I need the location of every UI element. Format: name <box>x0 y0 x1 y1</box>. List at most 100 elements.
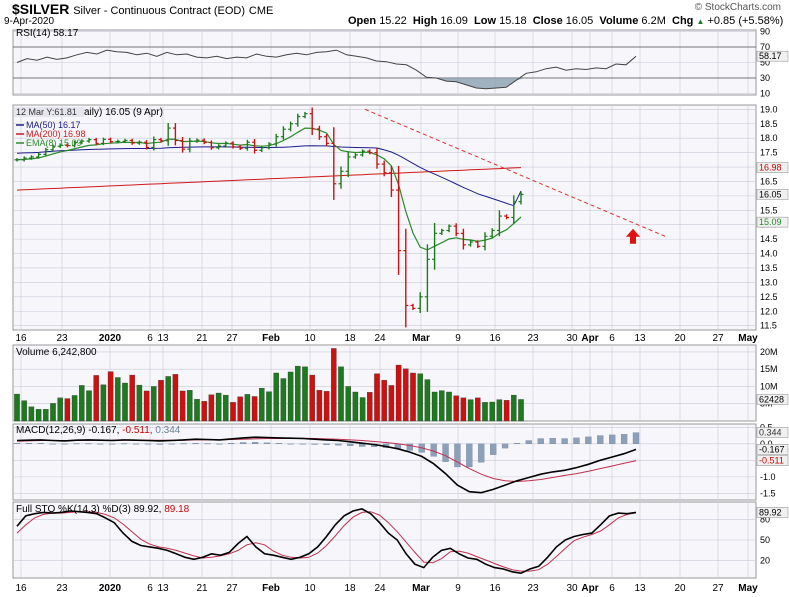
macd-histogram-bar <box>132 443 140 445</box>
price-ytick-label: 18.5 <box>760 119 778 129</box>
volume-bar <box>352 391 359 422</box>
volume-bar <box>14 393 20 422</box>
volume-last-value: 62428 <box>759 394 784 404</box>
macd-ytick-label: 0.0 <box>760 439 773 449</box>
volume-ytick-label: 10M <box>760 381 778 391</box>
bottom-xtick-label: 9 <box>455 583 461 594</box>
volume-bar <box>424 379 431 422</box>
macd-histogram-bar <box>609 434 616 444</box>
sto-last-value: 89.92 <box>759 507 782 517</box>
bottom-xtick-label: 13 <box>634 583 646 594</box>
price-ytick-label: 14.0 <box>760 249 778 259</box>
close-last-value: 16.05 <box>759 189 782 199</box>
price-xtick-label: 13 <box>634 333 646 344</box>
volume-bar <box>388 385 395 422</box>
close-last-value-box <box>756 189 789 200</box>
volume-bar <box>518 399 524 422</box>
macd-histogram-bar <box>525 440 533 444</box>
volume-bar <box>251 396 258 422</box>
volume-bar <box>295 365 301 422</box>
macd-histogram-bar <box>120 443 128 445</box>
volume-bar <box>403 368 409 422</box>
price-xtick-label: 18 <box>344 333 356 344</box>
price-xtick-label: Apr <box>581 333 598 344</box>
volume-bar <box>50 403 56 422</box>
bottom-xtick-label: 24 <box>374 583 386 594</box>
rsi-ytick-label: 50 <box>760 58 770 68</box>
volume-bar <box>79 385 85 422</box>
price-xtick-label: 24 <box>374 333 386 344</box>
volume-ytick-label: 15M <box>760 364 778 374</box>
ma200-line <box>16 167 522 191</box>
volume-bar <box>187 390 193 422</box>
price-title: aily) 16.05 (9 Apr) <box>84 107 163 118</box>
volume-bar <box>115 377 121 422</box>
price-ytick-label: 18.0 <box>760 133 778 143</box>
price-xtick-label: 2020 <box>99 333 122 344</box>
macd-histogram-bar <box>537 438 544 444</box>
macd-histogram-bar <box>192 443 199 444</box>
macd-histogram-bar <box>620 434 628 444</box>
volume-bar <box>201 401 207 422</box>
price-xtick-label: 20 <box>674 333 686 344</box>
macd-histogram-bar <box>478 443 485 463</box>
bottom-xtick-label: Apr <box>581 583 598 594</box>
price-ytick-label: 16.5 <box>760 176 778 186</box>
macd-signal-last-value-box <box>756 455 789 466</box>
bottom-xtick-label: 30 <box>566 583 578 594</box>
price-xtick-label: Mar <box>412 333 430 344</box>
volume-bar <box>374 373 380 422</box>
ohlc-summary: Open 15.22 High 16.09 Low 15.18 Close 16… <box>348 15 784 27</box>
macd-histogram-bar <box>490 443 497 455</box>
volume-bar <box>165 376 171 422</box>
bottom-xtick-label: 27 <box>226 583 238 594</box>
volume-bar <box>431 391 438 422</box>
volume-bar <box>122 382 128 422</box>
open-value: 15.22 <box>379 15 407 27</box>
bottom-xtick-label: 6 <box>147 583 153 594</box>
price-xtick-label: 6 <box>147 333 153 344</box>
macd-hist-last-value: 0.344 <box>759 427 782 437</box>
volume-bar <box>489 401 495 422</box>
macd-histogram-bar <box>204 443 211 445</box>
volume-bar <box>273 372 279 422</box>
ma200-last-value-box <box>756 162 789 173</box>
volume-bar <box>475 397 481 422</box>
rsi-ytick-label: 70 <box>760 42 770 52</box>
macd-ytick-label: -1.0 <box>760 472 776 482</box>
price-trendline <box>364 108 666 237</box>
price-xtick-label: 23 <box>56 333 68 344</box>
price-xtick-label: 6 <box>609 333 615 344</box>
volume-ytick-label: 20M <box>760 347 778 357</box>
bottom-xtick-label: 23 <box>527 583 539 594</box>
volume-bar <box>496 399 503 422</box>
volume-bar <box>453 395 459 422</box>
volume-bar <box>395 364 402 422</box>
macd-histogram-bar <box>156 443 163 445</box>
volume-bar <box>179 390 186 422</box>
macd-histogram-bar <box>37 443 44 444</box>
sto-title: Full STO %K(14,3) %D(3) 89.92, 89.18 <box>16 504 190 515</box>
volume-bar <box>460 397 467 422</box>
volume-bar <box>100 384 107 422</box>
sto-k-line <box>16 508 637 575</box>
macd-histogram-bar <box>597 435 604 444</box>
volume-bar <box>86 390 92 422</box>
bottom-xtick-label: 21 <box>196 583 208 594</box>
volume-bar <box>316 390 323 422</box>
macd-histogram-bar <box>97 443 104 445</box>
price-xtick-label: 16 <box>15 333 27 344</box>
instrument-name: Silver - Continuous Contract (EOD) <box>73 5 245 17</box>
brand-link[interactable]: © StockCharts.com <box>694 2 781 13</box>
sto-ytick-label: 80 <box>760 514 770 524</box>
volume-bar <box>446 391 452 422</box>
macd-histogram-bar <box>406 443 413 451</box>
price-tooltip-box <box>14 107 84 117</box>
macd-histogram-bar <box>335 443 342 446</box>
price-ytick-label: 15.5 <box>760 205 778 215</box>
sto-last-value-box <box>756 507 789 518</box>
volume-bar <box>107 371 114 422</box>
price-xtick-label: 9 <box>455 333 461 344</box>
rsi-line <box>16 49 637 90</box>
macd-histogram-bar <box>287 443 294 445</box>
